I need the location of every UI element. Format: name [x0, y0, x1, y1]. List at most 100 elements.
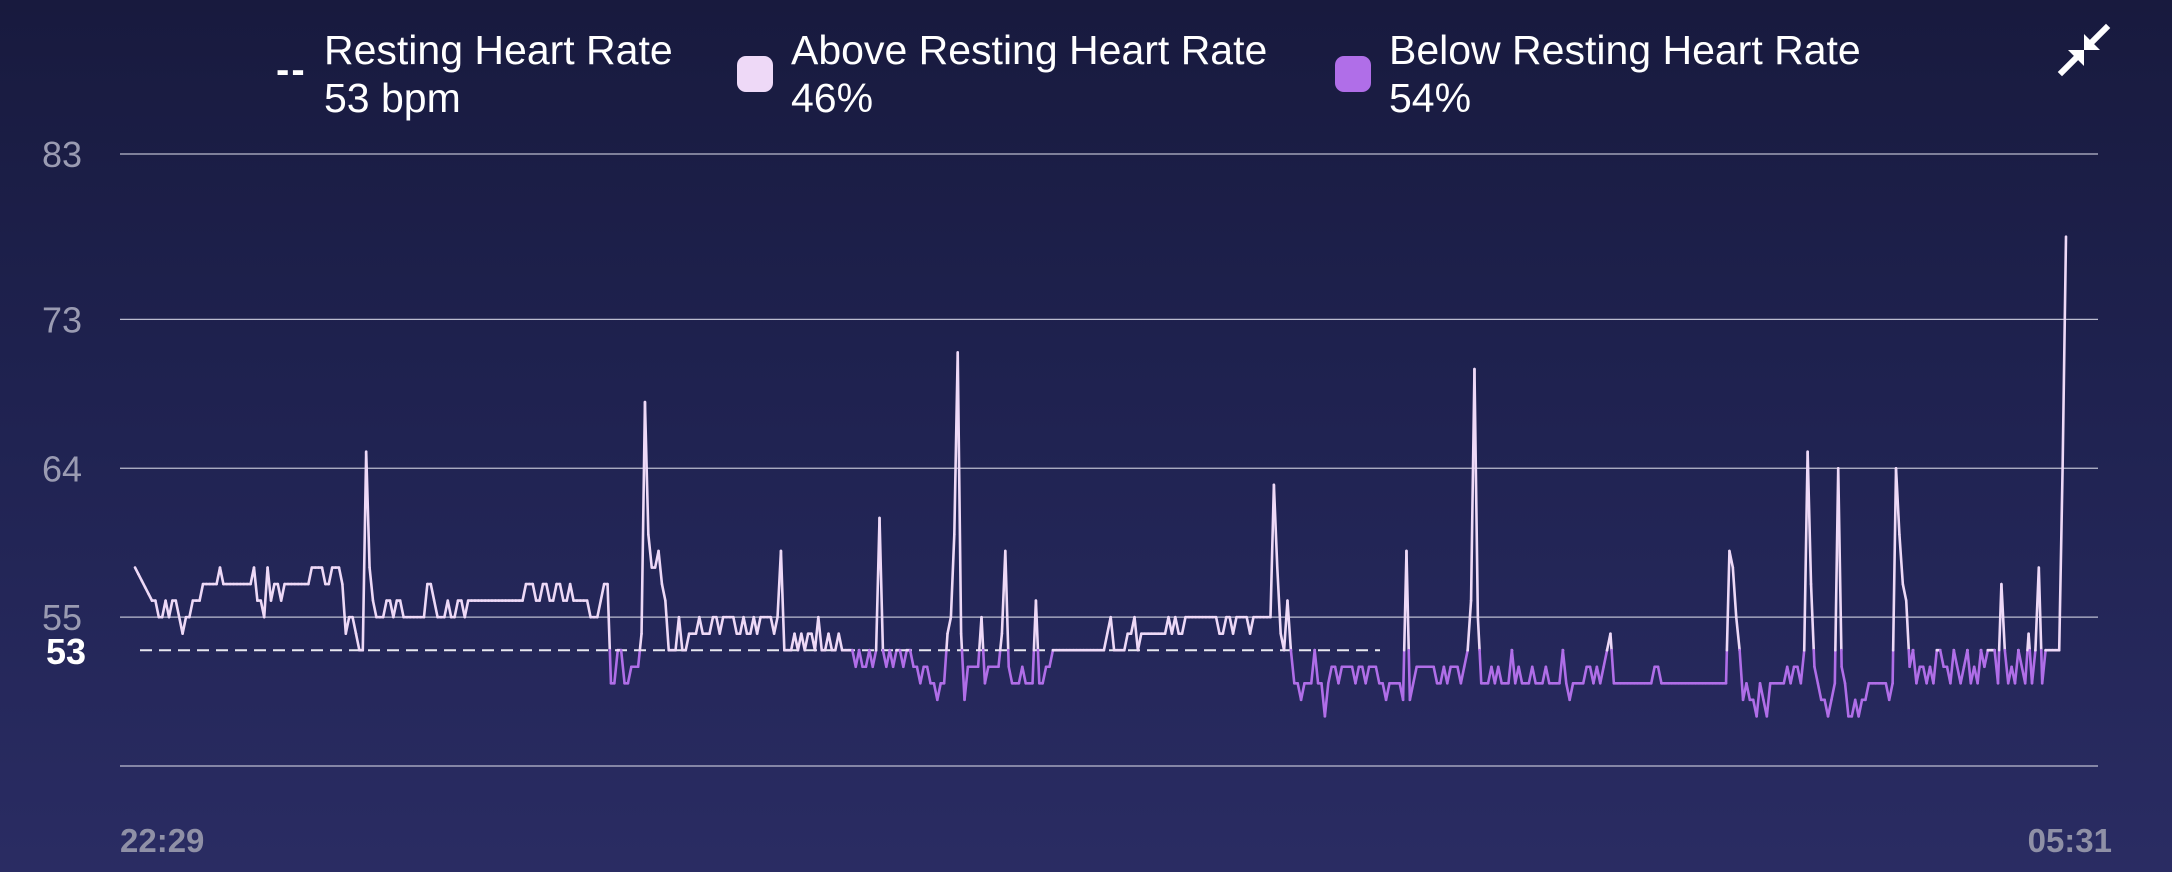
heart-rate-segment — [1221, 615, 1228, 635]
heart-rate-segment — [1983, 648, 1990, 669]
heart-rate-segment — [647, 533, 654, 569]
heart-rate-segment — [2017, 648, 2024, 669]
heart-rate-segment — [1478, 648, 1483, 685]
heart-rate-segment — [1938, 648, 1945, 669]
legend-below-resting: Below Resting Heart Rate 54% — [1335, 26, 1861, 122]
heart-rate-segment — [1136, 632, 1143, 652]
heart-rate-segment — [521, 582, 528, 602]
legend-resting-heart-rate: -- Resting Heart Rate 53 bpm — [276, 26, 673, 122]
heart-rate-segment — [307, 566, 314, 586]
heart-rate-segment — [1745, 681, 1752, 702]
y-tick-label: 73 — [42, 299, 82, 340]
heart-rate-segment — [1581, 665, 1588, 685]
heart-rate-segment — [432, 599, 439, 619]
heart-rate-segment — [643, 400, 650, 536]
heart-rate-segment — [1364, 665, 1371, 685]
heart-rate-segment — [1649, 665, 1656, 685]
heart-rate-segment — [1734, 615, 1741, 652]
heart-rate-segment — [1813, 665, 1820, 685]
heart-rate-segment — [636, 648, 642, 669]
heart-rate-segment — [2040, 648, 2047, 685]
heart-rate-segment — [368, 566, 375, 602]
heart-rate-segment — [1530, 665, 1537, 685]
heart-rate-segment — [198, 582, 205, 602]
legend-above-label: Above Resting Heart Rate — [791, 27, 1268, 73]
heart-rate-segment — [1561, 648, 1568, 685]
heart-rate-segment — [1812, 648, 1816, 669]
heart-rate-segment — [1462, 648, 1469, 669]
heart-rate-segment — [1789, 665, 1796, 685]
heart-rate-segment — [2003, 648, 2010, 685]
heart-rate-segment — [1898, 533, 1905, 586]
heart-rate-segment — [2037, 566, 2043, 652]
heart-rate-segment — [936, 681, 943, 702]
heart-rate-segment — [1598, 665, 1605, 685]
heart-rate-segment — [1031, 648, 1036, 685]
heart-rate-segment — [1894, 466, 1901, 536]
heart-rate-segment — [1517, 665, 1524, 685]
heart-rate-segment — [1840, 665, 1847, 685]
heart-rate-segment — [1337, 665, 1344, 685]
heart-rate-segment — [1180, 615, 1187, 635]
heart-rate-segment — [891, 648, 898, 669]
heart-rate-segment — [463, 599, 470, 619]
heart-rate-segment — [1275, 566, 1282, 635]
heart-rate-segment — [1887, 681, 1894, 702]
heart-rate-segment — [1459, 665, 1466, 685]
heart-rate-segment — [599, 582, 606, 602]
heart-rate-segment — [1102, 632, 1109, 652]
heart-rate-segment — [1313, 648, 1320, 685]
heart-rate-segment — [568, 582, 575, 602]
heart-rate-segment — [698, 615, 705, 635]
heart-rate-segment — [1122, 632, 1129, 652]
legend-below-value: 54% — [1389, 75, 1472, 121]
heart-rate-segment — [422, 582, 429, 619]
heart-rate-segment — [596, 599, 603, 619]
x-start-label: 22:29 — [120, 822, 205, 859]
heart-rate-segment — [1915, 665, 1922, 685]
y-tick-label: 64 — [42, 448, 82, 489]
heart-rate-segment — [2027, 632, 2032, 652]
heart-rate-segment — [1656, 665, 1663, 685]
heart-rate-segment — [742, 615, 749, 635]
heart-rate-segment — [558, 582, 565, 602]
chart-legend: -- Resting Heart Rate 53 bpm Above Resti… — [0, 26, 2172, 126]
heart-rate-segment — [732, 615, 739, 635]
collapse-arrows-icon — [2057, 23, 2111, 77]
heart-rate-segment — [262, 566, 269, 619]
heart-rate-segment — [2061, 235, 2068, 470]
heart-rate-segment — [942, 648, 948, 685]
heart-rate-segment — [606, 582, 612, 652]
heart-rate-segment — [381, 599, 388, 619]
heart-rate-segment — [1173, 615, 1180, 635]
heart-rate-segment — [1432, 665, 1439, 685]
heart-rate-segment — [902, 648, 909, 669]
heart-rate-segment — [803, 632, 810, 652]
heart-rate-segment — [279, 582, 286, 602]
legend-resting-value: 53 bpm — [324, 75, 461, 121]
heart-rate-segment — [946, 615, 953, 635]
heart-rate-segment — [1799, 648, 1806, 685]
heart-rate-segment — [1731, 566, 1738, 619]
heart-rate-segment — [1034, 599, 1040, 652]
heart-rate-segment — [718, 615, 725, 635]
heart-rate-segment — [1272, 483, 1279, 569]
heart-rate-segment — [1891, 466, 1898, 652]
heart-rate-segment — [327, 566, 334, 586]
heart-rate-segment — [878, 516, 885, 652]
heart-rate-segment — [827, 632, 834, 652]
heart-rate-segment — [1048, 648, 1055, 669]
heart-rate-segment — [320, 566, 327, 586]
heart-rate-segment — [981, 648, 987, 685]
heart-rate-segment — [154, 599, 161, 619]
heart-rate-segment — [453, 599, 460, 619]
heart-rate-segment — [1610, 648, 1616, 685]
heart-rate-segment — [684, 632, 691, 652]
heart-rate-segment — [1728, 549, 1735, 569]
heart-rate-segment — [708, 615, 715, 635]
collapse-button[interactable] — [2054, 20, 2114, 80]
heart-rate-segment — [1299, 681, 1306, 702]
y-tick-label: 83 — [42, 134, 82, 175]
heart-rate-segment — [398, 599, 405, 619]
heart-rate-segment — [657, 549, 664, 586]
